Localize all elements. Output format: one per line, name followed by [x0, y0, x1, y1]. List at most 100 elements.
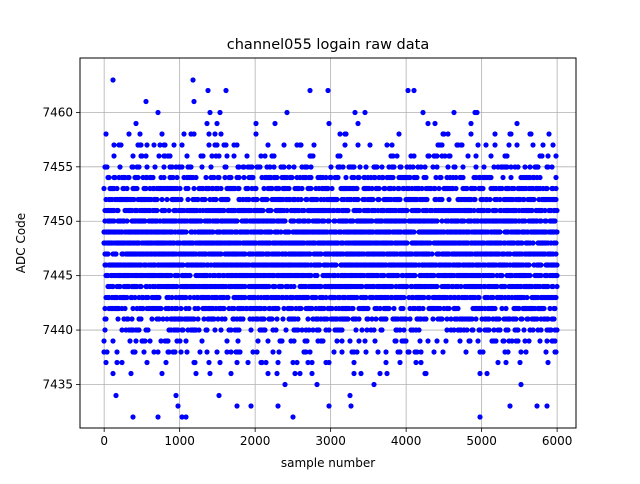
data-point	[504, 153, 510, 159]
data-point	[282, 381, 288, 388]
data-point	[212, 131, 218, 137]
data-point	[179, 164, 185, 170]
data-point	[133, 120, 139, 127]
data-point	[253, 185, 259, 192]
data-point	[403, 316, 409, 322]
data-point	[276, 185, 282, 192]
data-point	[170, 174, 176, 181]
data-point	[342, 142, 348, 148]
data-point	[453, 174, 459, 181]
data-point	[165, 338, 171, 344]
data-point	[237, 349, 243, 355]
data-point	[286, 229, 292, 235]
data-point	[365, 316, 371, 322]
data-point	[545, 153, 551, 159]
data-point	[549, 164, 555, 170]
data-point	[143, 98, 149, 105]
data-point	[376, 185, 382, 192]
data-point	[102, 327, 108, 333]
data-point	[104, 349, 110, 355]
data-point	[304, 196, 310, 203]
data-point	[398, 164, 404, 170]
y-axis-ticks: 7435 7440 7445 7450 7455 7460	[42, 105, 80, 391]
data-point	[158, 305, 164, 312]
data-point	[132, 294, 138, 301]
data-point	[550, 142, 556, 148]
data-point	[522, 164, 528, 170]
data-point	[253, 131, 259, 137]
data-point	[430, 164, 436, 170]
data-point	[554, 262, 560, 268]
data-point	[490, 294, 496, 301]
data-point	[262, 305, 268, 312]
data-point	[356, 174, 362, 181]
data-point	[298, 305, 304, 312]
data-point	[130, 164, 136, 170]
data-point	[411, 229, 417, 235]
data-point	[377, 305, 383, 312]
data-point	[221, 207, 227, 214]
data-point	[272, 120, 278, 127]
data-point	[291, 164, 297, 170]
data-point	[443, 338, 449, 344]
data-point	[527, 272, 533, 279]
data-point	[356, 338, 362, 344]
data-point	[379, 164, 385, 170]
x-tick-label: 3000	[315, 434, 346, 448]
data-point	[313, 294, 319, 301]
data-point	[505, 349, 511, 355]
data-point	[434, 283, 440, 290]
data-point	[318, 251, 324, 257]
data-point	[420, 305, 426, 312]
data-point	[166, 349, 172, 355]
data-point	[172, 349, 178, 355]
data-point	[274, 316, 280, 322]
data-point	[132, 349, 138, 355]
data-point	[345, 316, 351, 322]
data-point	[314, 196, 320, 203]
data-point	[370, 196, 376, 203]
data-point	[446, 305, 452, 312]
data-point	[383, 359, 389, 366]
data-point	[492, 305, 498, 312]
data-point	[513, 316, 519, 322]
data-point	[294, 359, 300, 366]
data-point	[248, 327, 254, 333]
data-point	[216, 392, 222, 399]
x-tick-label: 2000	[240, 434, 271, 448]
data-point	[163, 359, 169, 366]
data-point	[140, 305, 146, 312]
data-point	[427, 240, 433, 246]
data-point	[174, 283, 180, 290]
data-point	[348, 403, 354, 409]
data-point	[205, 87, 211, 94]
data-point	[282, 218, 288, 224]
data-point	[508, 174, 514, 181]
data-point	[445, 164, 451, 170]
data-point	[221, 305, 227, 312]
data-point	[433, 174, 439, 181]
data-point	[471, 207, 477, 214]
data-point	[198, 218, 204, 224]
data-point	[206, 359, 212, 366]
data-point	[436, 185, 442, 192]
data-point	[545, 359, 551, 366]
data-point	[222, 174, 228, 181]
data-point	[249, 164, 255, 170]
data-point	[267, 164, 273, 170]
data-point	[149, 316, 155, 322]
data-point	[334, 338, 340, 344]
data-point	[209, 153, 215, 159]
data-point	[169, 294, 175, 301]
data-point	[291, 338, 297, 344]
data-point	[114, 349, 120, 355]
data-point	[106, 174, 112, 181]
data-point	[432, 185, 438, 192]
data-point	[502, 283, 508, 290]
data-point	[465, 153, 471, 159]
data-point	[423, 316, 429, 322]
data-point	[183, 338, 189, 344]
data-point	[142, 218, 148, 224]
data-point	[446, 196, 452, 203]
data-point	[134, 185, 140, 192]
